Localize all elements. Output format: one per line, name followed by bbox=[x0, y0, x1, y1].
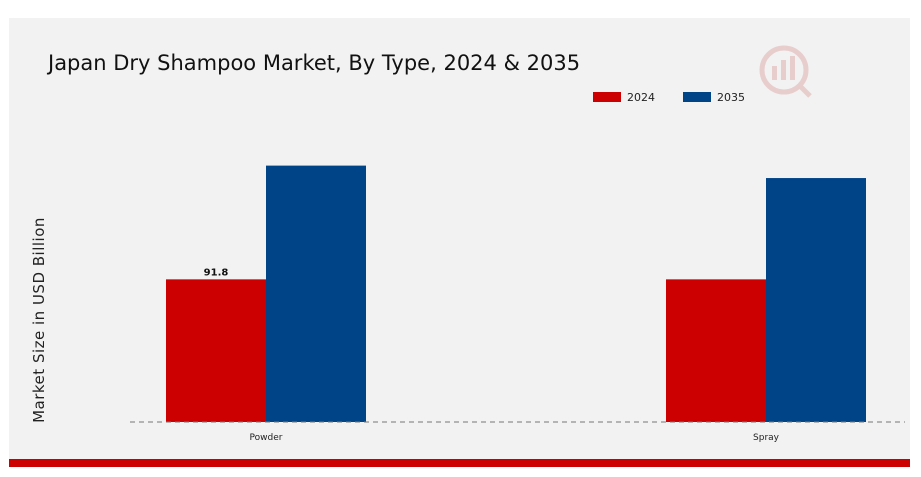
bars-group bbox=[166, 165, 866, 422]
x-tick-label: Powder bbox=[250, 433, 283, 443]
chart-legend: 2024 2035 bbox=[593, 91, 745, 104]
legend-label-2024: 2024 bbox=[627, 91, 655, 104]
legend-swatch-2024 bbox=[593, 92, 621, 102]
legend-label-2035: 2035 bbox=[717, 91, 745, 104]
bar-spray-2035 bbox=[766, 178, 866, 422]
data-label: 91.8 bbox=[204, 267, 229, 278]
chart-title: Japan Dry Shampoo Market, By Type, 2024 … bbox=[46, 51, 580, 75]
x-tick-label: Spray bbox=[753, 433, 780, 443]
bar-powder-2035 bbox=[266, 165, 366, 422]
analytics-logo-icon bbox=[759, 45, 812, 98]
y-axis-label: Market Size in USD Billion bbox=[30, 217, 48, 423]
bar-spray-2024 bbox=[666, 279, 766, 422]
data-labels-group: 91.8 bbox=[204, 267, 229, 278]
bar-powder-2024 bbox=[166, 279, 266, 422]
legend-swatch-2035 bbox=[683, 92, 711, 102]
bottom-accent-bar bbox=[9, 459, 910, 467]
x-axis-ticks: Powder Spray bbox=[250, 433, 780, 443]
